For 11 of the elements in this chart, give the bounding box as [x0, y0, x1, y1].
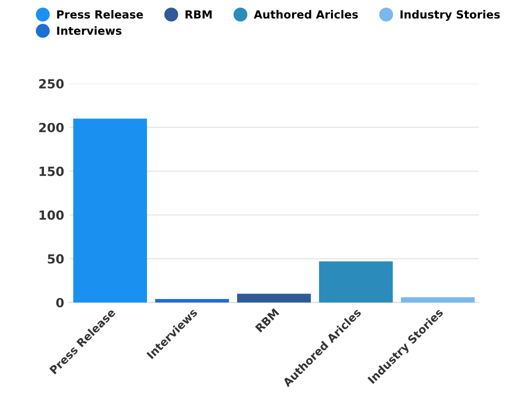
legend-label: Authored Aricles [254, 10, 358, 19]
y-tick-label: 150 [40, 166, 64, 176]
legend-label: RBM [186, 10, 212, 18]
legend-label: Interviews [57, 26, 122, 35]
legend-label: Press Release [57, 10, 143, 19]
y-tick-label: 100 [40, 210, 64, 220]
y-tick-label: 50 [48, 254, 64, 264]
legend-label: Industry Stories [400, 10, 500, 21]
y-tick-label: 200 [39, 122, 64, 132]
y-tick-label: 250 [39, 79, 64, 89]
y-tick-label: 0 [56, 298, 64, 308]
